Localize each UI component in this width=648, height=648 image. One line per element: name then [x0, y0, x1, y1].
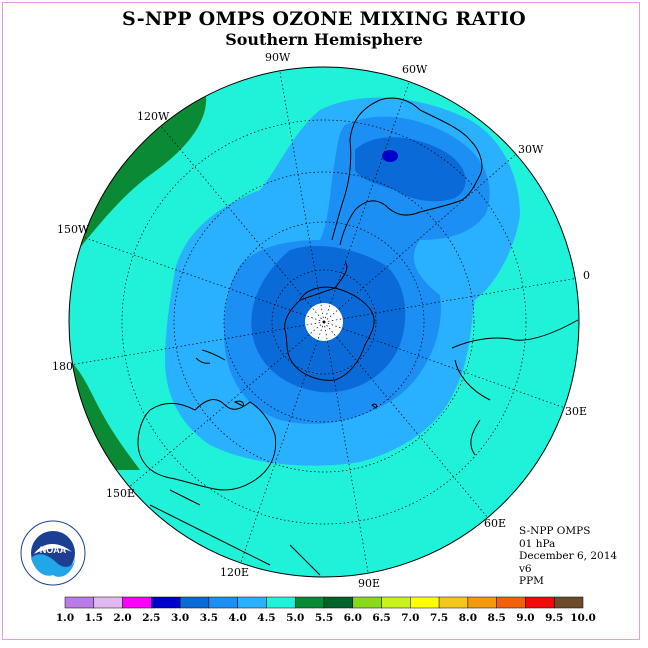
- color-swatch-5.5: [323, 596, 354, 609]
- lon-label-60e: 60E: [484, 517, 506, 530]
- color-swatch-3.0: [179, 596, 210, 609]
- color-bar-label: 6.0: [344, 612, 362, 624]
- color-bar-label: 2.0: [113, 612, 131, 624]
- page-frame: [2, 2, 640, 640]
- color-swatch-4.5: [266, 596, 296, 609]
- field-3.0-3.5-north: [355, 137, 466, 202]
- color-bar-label: 4.0: [229, 612, 247, 624]
- color-swatch-9.0: [525, 596, 555, 609]
- color-bar-label: 5.0: [286, 612, 304, 624]
- color-swatch-1.0: [64, 596, 95, 609]
- color-bar-label: 2.5: [142, 612, 160, 624]
- lon-label-90e: 90E: [358, 577, 380, 590]
- color-bar-label: 6.5: [372, 612, 390, 624]
- color-bar-label: 8.5: [488, 612, 506, 624]
- color-bar-label: 5.5: [315, 612, 333, 624]
- color-bar-swatches: [64, 596, 584, 609]
- color-bar-label: 10.0: [570, 612, 596, 624]
- color-swatch-1.5: [93, 596, 123, 609]
- map-subtitle: Southern Hemisphere: [225, 30, 423, 49]
- color-bar-label: 8.0: [459, 612, 477, 624]
- color-bar-label: 3.5: [200, 612, 218, 624]
- lon-label-150w: 150W: [57, 223, 90, 236]
- color-swatch-8.5: [496, 596, 526, 609]
- color-bar-labels: 1.0 1.5 2.0 2.5 3.0 3.5 4.0 4.5 5.0 5.5 6.0 6.5 7.0 7…: [56, 612, 596, 624]
- color-swatch-6.5: [381, 596, 411, 609]
- lon-label-0: 0: [583, 269, 590, 282]
- color-bar-label: 4.5: [257, 612, 275, 624]
- color-swatch-9.5: [553, 596, 584, 609]
- color-bar-label: 9.5: [545, 612, 563, 624]
- info-product: S-NPP OMPS: [519, 525, 591, 537]
- color-swatch-5.0: [294, 596, 325, 609]
- info-date: December 6, 2014: [519, 550, 618, 563]
- lon-label-120w: 120W: [137, 110, 170, 123]
- lon-label-150e: 150E: [106, 487, 135, 500]
- info-level: 01 hPa: [519, 537, 556, 550]
- color-swatch-4.0: [237, 596, 267, 609]
- color-swatch-7.0: [410, 596, 440, 609]
- color-swatch-2.5: [151, 596, 181, 609]
- field-2.5-3.0: [382, 150, 398, 162]
- lon-label-120e: 120E: [220, 566, 249, 579]
- color-bar-label: 1.0: [56, 612, 74, 624]
- lon-label-30w: 30W: [518, 143, 544, 156]
- info-units: PPM: [519, 575, 544, 588]
- color-bar-label: 1.5: [85, 612, 103, 624]
- info-block: S-NPP OMPS 01 hPa December 6, 2014 v6 PP…: [519, 525, 617, 588]
- lon-label-60w: 60W: [402, 63, 428, 76]
- globe-border: [68, 66, 580, 578]
- color-swatch-2.0: [122, 596, 152, 609]
- lon-label-90w: 90W: [265, 51, 291, 64]
- color-swatch-6.0: [352, 596, 382, 609]
- noaa-logo: NOAA: [20, 520, 86, 586]
- noaa-logo-text: NOAA: [40, 545, 67, 555]
- latitude-circles: [121, 119, 527, 525]
- longitude-labels: 90W 60W 120W 30W 150W 0 180 30E 150E 60E…: [52, 51, 590, 590]
- coastlines: [137, 97, 579, 576]
- color-bar-label: 7.0: [401, 612, 419, 624]
- color-swatch-7.5: [438, 596, 469, 609]
- color-bar-label: 9.0: [516, 612, 534, 624]
- color-swatch-8.0: [467, 596, 497, 609]
- color-bar-label: 7.5: [430, 612, 448, 624]
- lon-label-30e: 30E: [565, 405, 587, 418]
- color-bar-label: 3.0: [171, 612, 189, 624]
- color-swatch-3.5: [208, 596, 238, 609]
- longitude-lines: [69, 71, 579, 573]
- map-title: S-NPP OMPS OZONE MIXING RATIO: [121, 8, 527, 30]
- lon-label-180: 180: [52, 360, 73, 373]
- info-version: v6: [519, 562, 532, 575]
